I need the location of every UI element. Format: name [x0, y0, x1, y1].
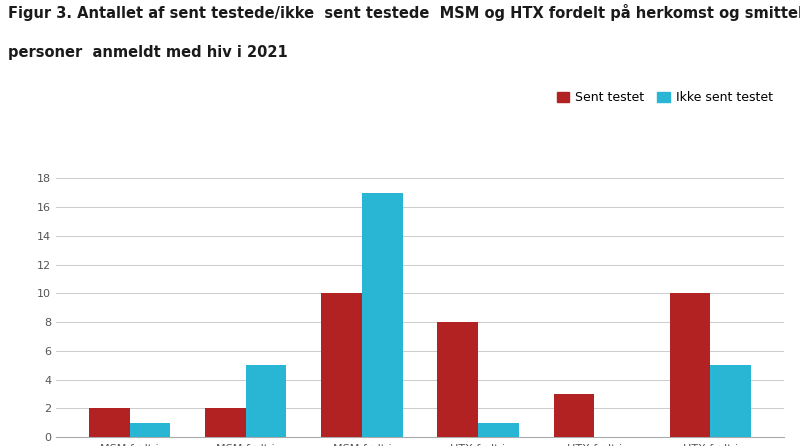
- Legend: Sent testet, Ikke sent testet: Sent testet, Ikke sent testet: [552, 87, 778, 109]
- Text: personer  anmeldt med hiv i 2021: personer anmeldt med hiv i 2021: [8, 45, 288, 60]
- Bar: [438, 322, 478, 437]
- Bar: [130, 423, 170, 437]
- Bar: [478, 423, 518, 437]
- Bar: [89, 409, 130, 437]
- Bar: [322, 293, 362, 437]
- Bar: [554, 394, 594, 437]
- Bar: [205, 409, 246, 437]
- Bar: [670, 293, 710, 437]
- Text: Figur 3. Antallet af sent testede/ikke  sent testede  MSM og HTX fordelt på herk: Figur 3. Antallet af sent testede/ikke s…: [8, 4, 800, 21]
- Bar: [362, 193, 402, 437]
- Bar: [710, 365, 751, 437]
- Bar: [246, 365, 286, 437]
